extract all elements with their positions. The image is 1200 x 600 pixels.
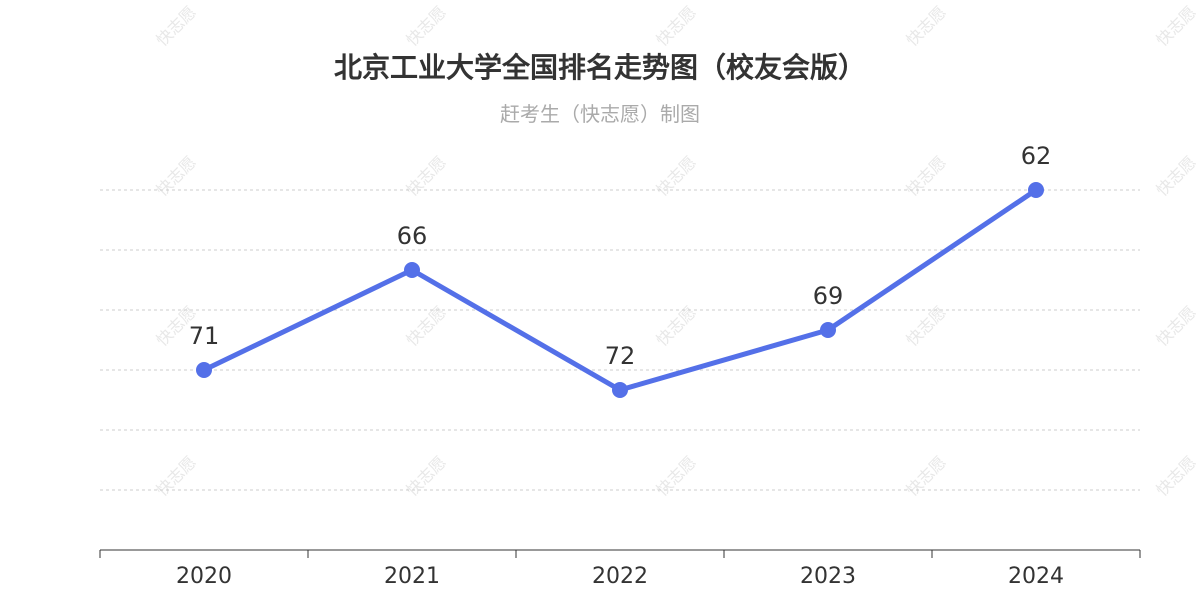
watermark-text: 快志愿 bbox=[902, 2, 949, 49]
data-point bbox=[612, 382, 628, 398]
data-point bbox=[404, 262, 420, 278]
x-tick-label: 2021 bbox=[384, 564, 440, 589]
data-label: 62 bbox=[1021, 142, 1052, 170]
data-label: 66 bbox=[397, 222, 428, 250]
watermark-text: 快志愿 bbox=[1152, 152, 1199, 199]
series-layer bbox=[196, 182, 1044, 398]
grid-lines bbox=[100, 189, 1140, 491]
watermark-layer: 快志愿 快志愿 快志愿 快志愿 快志愿快志愿 快志愿 快志愿 快志愿 快志愿快志愿 快志愿 快志愿快… bbox=[152, 2, 1199, 499]
data-point bbox=[1028, 182, 1044, 198]
data-label: 72 bbox=[605, 342, 636, 370]
x-tick-label: 2020 bbox=[176, 564, 232, 589]
watermark-text: 快志愿 bbox=[152, 2, 199, 49]
watermark-text: 快志愿 bbox=[1152, 302, 1199, 349]
watermark-text: 快志愿 bbox=[652, 2, 699, 49]
watermark-text: 快志愿 bbox=[902, 152, 949, 199]
x-axis: 2020 2021 2022 2023 2024 bbox=[99, 549, 1141, 589]
data-labels: 71 66 72 69 62 bbox=[189, 142, 1052, 370]
x-tick-label: 2023 bbox=[800, 564, 856, 589]
x-tick-label: 2022 bbox=[592, 564, 648, 589]
watermark-text: 快志愿 bbox=[652, 152, 699, 199]
data-point bbox=[820, 322, 836, 338]
watermark-text: 快志愿 bbox=[152, 152, 199, 199]
data-point bbox=[196, 362, 212, 378]
watermark-text: 快志愿 bbox=[902, 452, 949, 499]
data-label: 69 bbox=[813, 282, 844, 310]
watermark-text: 快志愿 bbox=[402, 152, 449, 199]
watermark-text: 快志愿 bbox=[652, 452, 699, 499]
watermark-text: 快志愿 bbox=[152, 452, 199, 499]
watermark-text: 快志愿 bbox=[402, 452, 449, 499]
chart-title: 北京工业大学全国排名走势图（校友会版） bbox=[333, 51, 866, 84]
chart-subtitle: 赶考生（快志愿）制图 bbox=[500, 102, 700, 126]
watermark-text: 快志愿 bbox=[1152, 2, 1199, 49]
data-label: 71 bbox=[189, 322, 220, 350]
watermark-text: 快志愿 bbox=[1152, 452, 1199, 499]
watermark-text: 快志愿 bbox=[402, 2, 449, 49]
x-tick-label: 2024 bbox=[1008, 564, 1064, 589]
